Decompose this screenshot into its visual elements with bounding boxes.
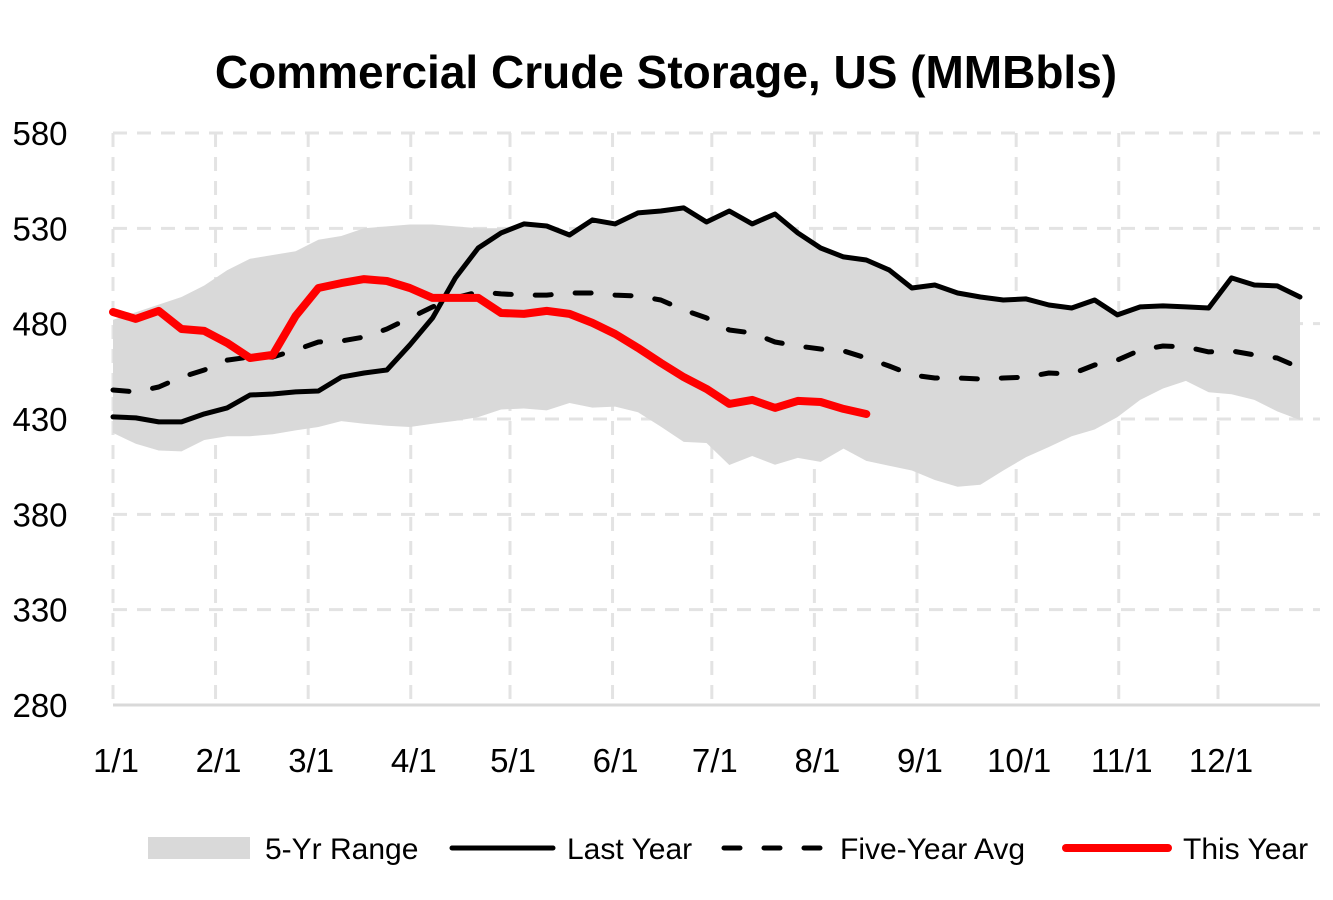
legend-swatch-5-yr-range (148, 837, 250, 859)
this-year-line (109, 275, 871, 418)
x-tick-label: 1/1 (93, 742, 139, 779)
y-tick-label: 330 (12, 592, 67, 629)
x-tick-label: 12/1 (1189, 742, 1253, 779)
five-year-avg-line (110, 289, 1303, 395)
series-lines-layer (109, 205, 1303, 425)
x-tick-label: 5/1 (490, 742, 536, 779)
y-tick-label: 430 (12, 401, 67, 438)
y-tick-label: 380 (12, 496, 67, 533)
y-tick-label: 280 (12, 687, 67, 724)
legend-label-this-year: This Year (1183, 833, 1308, 866)
chart-title: Commercial Crude Storage, US (MMBbls) (215, 46, 1117, 98)
x-tick-label: 11/1 (1091, 742, 1153, 779)
x-tick-label: 10/1 (987, 742, 1051, 779)
x-tick-label: 7/1 (692, 742, 738, 779)
range-band-area (113, 207, 1300, 487)
y-tick-label: 480 (12, 306, 67, 343)
x-tick-label: 9/1 (897, 742, 943, 779)
y-tick-label: 530 (12, 210, 67, 247)
legend-label-five-year-avg: Five-Year Avg (840, 833, 1025, 866)
x-tick-label: 3/1 (288, 742, 334, 779)
x-tick-label: 8/1 (794, 742, 840, 779)
legend-label-last-year: Last Year (567, 833, 692, 866)
range-band-layer (113, 207, 1300, 487)
y-tick-label: 580 (12, 115, 67, 152)
legend-label-5-yr-range: 5-Yr Range (265, 833, 418, 866)
y-axis: 580 530 480 430 380 330 280 (12, 115, 67, 724)
x-tick-label: 6/1 (593, 742, 639, 779)
legend: 5-Yr Range Last Year Five-Year Avg This Yea… (148, 833, 1308, 866)
x-axis: 1/1 2/1 3/1 4/1 5/1 6/1 7/1 8/1 9/1 10/1 11/1 12/1 (93, 742, 1253, 779)
x-tick-label: 4/1 (391, 742, 437, 779)
last-year-line (110, 205, 1303, 425)
x-tick-label: 2/1 (196, 742, 242, 779)
